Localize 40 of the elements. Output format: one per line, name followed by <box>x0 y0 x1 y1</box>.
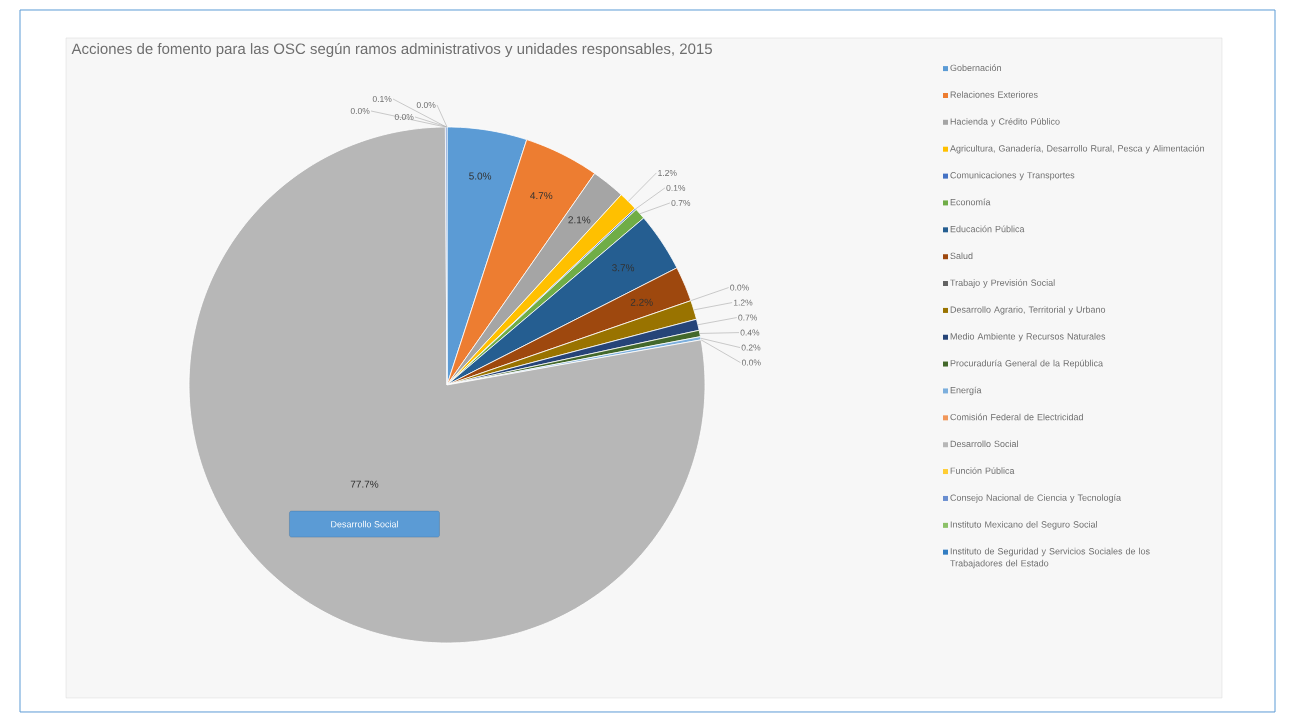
data-label: 0.7% <box>671 199 691 206</box>
legend-label: Comunicaciones y Transportes <box>950 171 1075 181</box>
text: 0.0% <box>416 101 436 108</box>
legend-label: Consejo Nacional de Ciencia y Tecnología <box>950 494 1122 503</box>
legend-label: Desarrollo Agrario, Territorial y Urbano <box>950 306 1106 315</box>
legend-label: Relaciones Exteriores <box>950 91 1038 98</box>
legend-label: Energía <box>950 386 982 396</box>
data-label: 3.7% <box>612 264 635 272</box>
data-label: 0.2% <box>741 344 761 351</box>
legend-label: Instituto de Seguridad y Servicios Sociales de los Trabajadores del Estado <box>950 547 1150 569</box>
legend-label: Hacienda y Crédito Público <box>950 118 1060 127</box>
data-label: 0.7% <box>738 314 758 321</box>
legend-label: Procuraduría General de la República <box>950 359 1104 369</box>
legend-label: Trabajo y Previsión Social <box>950 279 1055 288</box>
legend-label: Medio Ambiente y Recursos Naturales <box>950 332 1106 342</box>
legend-label: Economía <box>950 198 991 206</box>
text: 0.0% <box>394 113 414 120</box>
legend-label: Salud <box>950 252 973 260</box>
data-label: 1.2% <box>733 299 753 306</box>
text: 0.0% <box>741 359 761 366</box>
data-label: 77.7% <box>350 480 379 488</box>
text: Desarrollo Social <box>331 520 398 528</box>
legend-label: Educación Pública <box>950 225 1025 233</box>
legend-label: Gobernación <box>950 64 1001 72</box>
legend-label: Comisión Federal de Electricidad <box>950 413 1083 421</box>
legend-label: Agricultura, Ganadería, Desarrollo Rural, Pesca y Alimentación <box>949 144 1204 154</box>
chart-title: Acciones de fomento para las OSC según ramos administrativos y unidades responsables, 2015 <box>71 42 712 58</box>
text: 0.0% <box>730 284 749 291</box>
legend-label: Función Pública <box>950 467 1015 474</box>
data-label: 2.2% <box>630 298 653 306</box>
data-label: 4.7% <box>530 192 553 200</box>
legend-label: Desarrollo Social <box>950 440 1018 448</box>
data-label: 0.1% <box>666 184 686 191</box>
data-label: 2.1% <box>568 216 591 224</box>
data-label: 0.4% <box>740 329 760 336</box>
text: 0.0% <box>350 107 370 114</box>
legend-label: Instituto Mexicano del Seguro Social <box>950 521 1097 530</box>
data-label: 5.0% <box>469 172 492 180</box>
data-label: 0.1% <box>372 95 392 102</box>
data-label: 1.2% <box>658 169 677 176</box>
